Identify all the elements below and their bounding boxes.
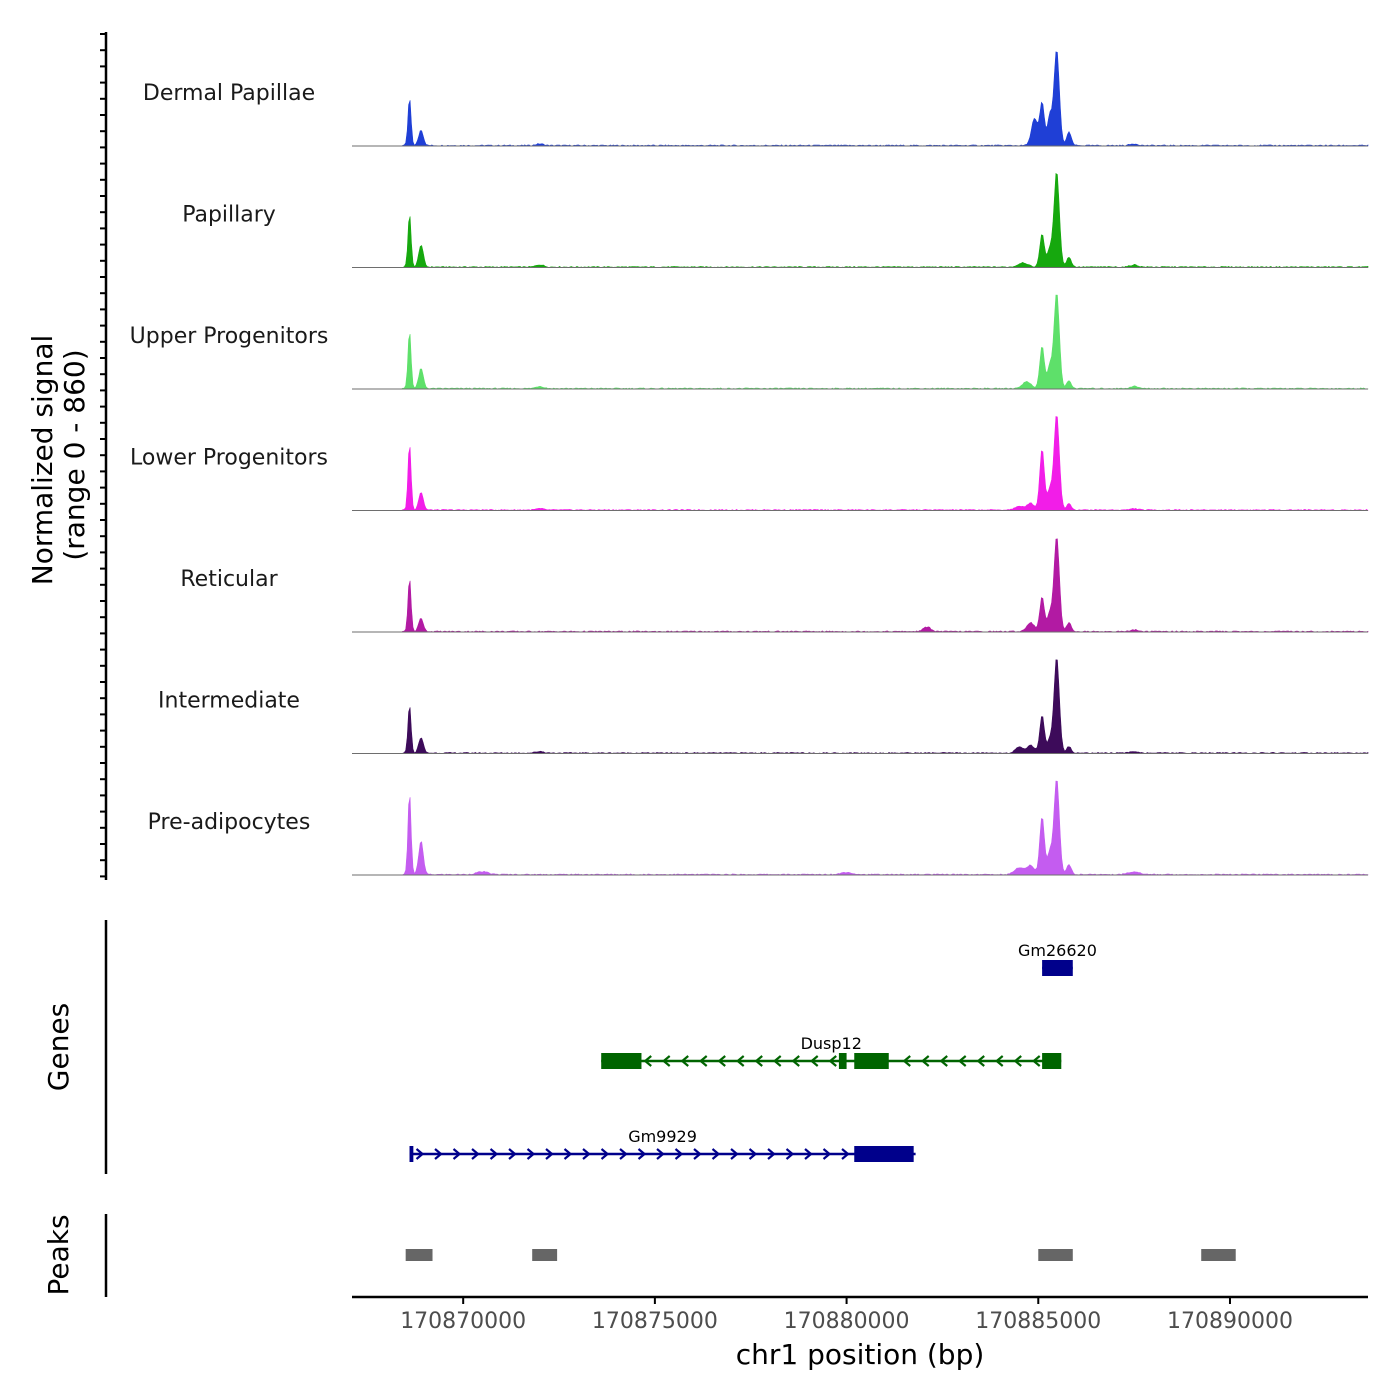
x-axis: 170870000 170875000 170880000 170885000 1708… (352, 1295, 1368, 1334)
strand-arrow (920, 1055, 930, 1067)
track-label: Pre-adipocytes (148, 810, 311, 835)
strand-arrow (656, 1148, 665, 1160)
strand-arrow (822, 1148, 832, 1160)
strand-arrow (563, 1148, 573, 1160)
strand-arrow (735, 1055, 745, 1067)
strand-arrow (643, 1055, 652, 1067)
peak-region (1038, 1249, 1073, 1261)
x-tick-label: 170880000 (784, 1309, 910, 1334)
coverage-area (352, 416, 1369, 511)
track-label: Reticular (180, 567, 278, 592)
strand-arrow (791, 1055, 800, 1067)
strand-arrow (730, 1148, 739, 1160)
strand-arrow (434, 1148, 443, 1160)
track-label: Papillary (182, 203, 276, 228)
strand-arrow (717, 1055, 726, 1067)
gene-exon (1042, 1053, 1062, 1069)
coverage-tracks: Dermal Papillae Papillary Upper Progenitor… (130, 51, 1369, 876)
strand-arrow (680, 1055, 689, 1067)
x-tick-label: 170885000 (975, 1309, 1101, 1334)
strand-arrow (767, 1148, 776, 1160)
track-label: Dermal Papillae (143, 81, 315, 106)
gene-label: Gm9929 (628, 1127, 697, 1146)
strand-arrow (976, 1055, 985, 1067)
strand-arrow (452, 1148, 462, 1160)
strand-arrow (939, 1055, 948, 1067)
gene-exon (854, 1053, 889, 1069)
strand-arrow (748, 1148, 758, 1160)
gene-label: Dusp12 (801, 1034, 862, 1053)
strand-arrow (804, 1148, 813, 1160)
strand-arrow (711, 1148, 721, 1160)
coverage-area (352, 780, 1369, 876)
strand-arrow (637, 1148, 647, 1160)
peaks-track (104, 1214, 1236, 1297)
coverage-area (352, 538, 1369, 633)
strand-arrow (1013, 1055, 1022, 1067)
strand-arrow (902, 1055, 911, 1067)
signal-axis (100, 32, 108, 880)
strand-arrow (785, 1148, 795, 1160)
x-axis-title: chr1 position (bp) (736, 1338, 985, 1371)
strand-arrow (698, 1055, 708, 1067)
gene-annotation-track: Gm26620 Dusp12 Gm9929 (104, 920, 1097, 1174)
x-tick-label: 170890000 (1167, 1309, 1293, 1334)
strand-arrow (772, 1055, 782, 1067)
strand-arrow (526, 1148, 536, 1160)
strand-arrow (661, 1055, 671, 1067)
strand-arrow (828, 1055, 837, 1067)
strand-arrow (508, 1148, 517, 1160)
coverage-area (352, 172, 1369, 268)
track-label: Lower Progenitors (130, 446, 328, 471)
strand-arrow (600, 1148, 610, 1160)
track-label: Intermediate (158, 689, 300, 714)
gene-label: Gm26620 (1018, 941, 1097, 960)
gene-exon (838, 1053, 847, 1069)
y-axis-title-line2: (range 0 - 860) (58, 349, 91, 560)
gene-exon (601, 1053, 642, 1069)
peak-region (532, 1249, 558, 1261)
peak-region (1201, 1249, 1236, 1261)
gene-exon (1042, 960, 1073, 976)
genes-axis-title: Genes (42, 1003, 75, 1091)
peaks-axis-title: Peaks (42, 1214, 75, 1295)
gene-exon (854, 1146, 914, 1162)
coverage-area (352, 51, 1369, 147)
strand-arrow (582, 1148, 591, 1160)
x-tick-label: 170875000 (592, 1309, 718, 1334)
y-axis-title-line1: Normalized signal (26, 335, 59, 586)
peak-region (405, 1249, 433, 1261)
strand-arrow (693, 1148, 702, 1160)
strand-arrow (809, 1055, 819, 1067)
strand-arrow (1031, 1055, 1041, 1067)
gene-exon (409, 1146, 414, 1162)
strand-arrow (489, 1148, 499, 1160)
strand-arrow (994, 1055, 1004, 1067)
strand-arrow (754, 1055, 763, 1067)
strand-arrow (415, 1148, 425, 1160)
coverage-area (352, 294, 1369, 390)
strand-arrow (674, 1148, 684, 1160)
track-label: Upper Progenitors (130, 324, 329, 349)
strand-arrow (471, 1148, 480, 1160)
coverage-area (352, 659, 1369, 754)
strand-arrow (545, 1148, 554, 1160)
strand-arrow (957, 1055, 967, 1067)
x-tick-label: 170870000 (400, 1309, 526, 1334)
strand-arrow (619, 1148, 628, 1160)
strand-arrow (841, 1148, 850, 1160)
